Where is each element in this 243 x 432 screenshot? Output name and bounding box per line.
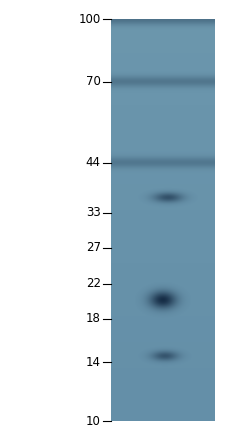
Text: 44: 44 (86, 156, 101, 169)
Text: 10: 10 (86, 415, 101, 428)
Text: 22: 22 (86, 277, 101, 290)
Text: 100: 100 (78, 13, 101, 26)
Text: 70: 70 (86, 75, 101, 88)
Text: 33: 33 (86, 206, 101, 219)
Text: 18: 18 (86, 312, 101, 325)
Text: 27: 27 (86, 241, 101, 254)
Text: 14: 14 (86, 356, 101, 369)
